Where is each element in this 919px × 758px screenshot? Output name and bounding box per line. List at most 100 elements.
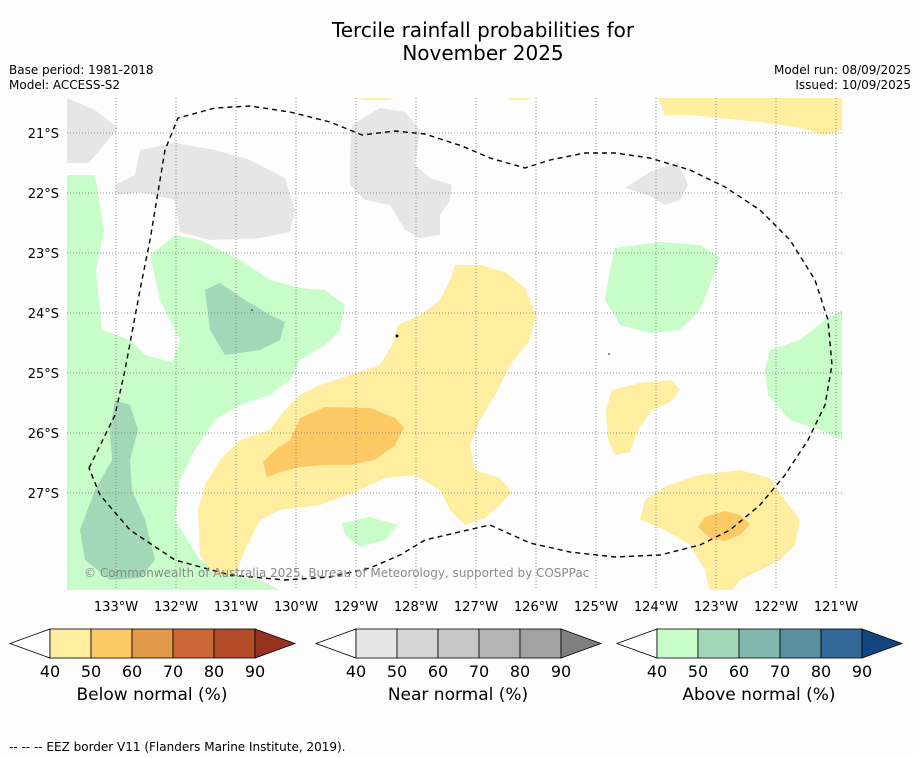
colorbar-over-extension [861,628,904,659]
colorbar-segment [478,628,521,659]
lon-label: 127°W [454,600,498,615]
colorbar-segment [820,628,863,659]
lon-label: 133°W [94,600,138,615]
above-normal-region-west-60 [205,283,285,355]
lon-label: 126°W [514,600,558,615]
above-normal-region-west [67,175,345,590]
map-title: Tercile rainfall probabilities for Novem… [0,19,919,65]
above-normal-region-east-center [605,242,720,333]
lon-label: 128°W [394,600,438,615]
colorbar-segment [213,628,256,659]
above-normal-region-east-edge [765,310,842,440]
lon-label: 132°W [154,600,198,615]
below-normal-region-east [606,380,680,455]
colorbar-segment [396,628,439,659]
colorbar-tick-label: 70 [469,662,489,681]
colorbar-tick-label: 70 [163,662,183,681]
above-normal-region-small [342,517,398,547]
colorbar-over-extension [254,628,297,659]
colorbar-tick-label: 40 [40,662,60,681]
model-name: Model: ACCESS-S2 [9,78,121,92]
lon-label: 123°W [694,600,738,615]
near-normal-region-nw [67,98,118,163]
colorbar-over-extension [560,628,603,659]
colorbar-segment [437,628,480,659]
colorbars: 40 50 60 70 80 90 40 50 60 70 80 90 40 50 60 70 80 90 [8,628,904,681]
above-normal-legend-label: Above normal (%) [682,685,836,705]
below-normal-region-southeast-50 [698,511,750,541]
base-period-info: Base period: 1981-2018 Model: ACCESS-S2 [9,63,154,93]
colorbar-tick-label: 90 [551,662,571,681]
lat-label: 24°S [28,307,59,322]
colorbar-segment [90,628,133,659]
colorbar-tick-label: 50 [387,662,407,681]
near-normal-colorbar: 40 50 60 70 80 90 [314,628,603,681]
eez-border [88,105,833,581]
below-normal-region-north-sliver-1 [355,98,395,100]
colorbar-segment [131,628,174,659]
below-normal-region-north [658,98,842,135]
colorbar-tick-label: 40 [647,662,667,681]
below-normal-colorbar: 40 50 60 70 80 90 [8,628,297,681]
island-marker [608,353,610,355]
model-run-info: Model run: 08/09/2025 Issued: 10/09/2025 [774,63,911,93]
lat-label: 22°S [28,187,59,202]
colorbar-tick-label: 90 [245,662,265,681]
colorbar-tick-label: 70 [770,662,790,681]
colorbar-tick-label: 50 [688,662,708,681]
colorbar-tick-label: 80 [510,662,530,681]
lat-label: 23°S [28,247,59,262]
near-normal-region-east [625,162,688,205]
colorbar-tick-label: 50 [81,662,101,681]
title-line-1: Tercile rainfall probabilities for [331,18,635,42]
colorbar-tick-label: 80 [204,662,224,681]
colorbar-tick-label: 60 [122,662,142,681]
below-normal-region-north-sliver-2 [508,98,532,100]
gridlines [67,98,842,590]
below-normal-legend-label: Below normal (%) [76,685,228,705]
lon-label: 122°W [754,600,798,615]
probability-regions [67,98,842,590]
colorbar-tick-label: 60 [729,662,749,681]
colorbar-segment [697,628,740,659]
colorbar-segment [355,628,398,659]
colorbar-under-extension [8,628,51,659]
lon-label: 131°W [214,600,258,615]
near-normal-region-north-1 [115,143,295,240]
lon-label: 124°W [634,600,678,615]
lat-label: 27°S [28,487,59,502]
lon-label: 129°W [334,600,378,615]
colorbar-under-extension [615,628,658,659]
lon-label: 125°W [574,600,618,615]
title-line-2: November 2025 [402,41,564,65]
colorbar-segment [519,628,562,659]
colorbar-tick-label: 60 [428,662,448,681]
colorbar-tick-label: 80 [811,662,831,681]
longitude-labels: 133°W 132°W 131°W 130°W 129°W 128°W 127°… [94,600,858,615]
lat-label: 25°S [28,367,59,382]
lat-label: 26°S [28,427,59,442]
colorbar-segment [656,628,699,659]
colorbar-segment [49,628,92,659]
near-normal-legend-label: Near normal (%) [387,685,529,705]
below-normal-region-central-50 [263,407,404,477]
issued-date: Issued: 10/09/2025 [795,78,911,92]
colorbar-tick-label: 90 [852,662,872,681]
island-markers [251,309,610,355]
colorbar-under-extension [314,628,357,659]
copyright-text: © Commonwealth of Australia 2025, Bureau… [84,566,589,580]
lon-label: 121°W [814,600,858,615]
latitude-labels: 21°S 22°S 23°S 24°S 25°S 26°S 27°S [28,127,59,502]
model-run: Model run: 08/09/2025 [773,63,911,77]
colorbar-tick-label: 40 [346,662,366,681]
above-normal-colorbar: 40 50 60 70 80 90 [615,628,904,681]
base-period: Base period: 1981-2018 [9,63,154,77]
island-marker [251,309,253,311]
eez-footnote: -- -- -- EEZ border V11 (Flanders Marine… [9,740,346,754]
colorbar-segment [738,628,781,659]
island-marker [395,334,399,338]
lat-label: 21°S [28,127,59,142]
near-normal-region-north-2 [350,108,452,238]
colorbar-segment [172,628,215,659]
